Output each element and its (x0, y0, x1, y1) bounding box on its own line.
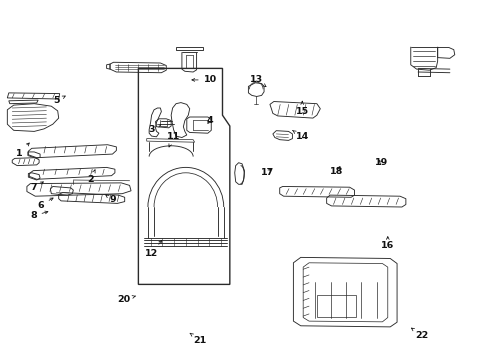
Text: 4: 4 (206, 116, 213, 125)
Text: 10: 10 (191, 76, 216, 85)
Text: 1: 1 (16, 143, 29, 158)
Text: 18: 18 (329, 166, 343, 175)
Text: 22: 22 (410, 328, 428, 340)
Text: 7: 7 (30, 182, 43, 192)
Text: 20: 20 (117, 295, 136, 304)
Text: 21: 21 (190, 333, 206, 345)
Text: 17: 17 (261, 168, 274, 177)
Text: 5: 5 (53, 96, 65, 105)
Text: 9: 9 (105, 195, 116, 204)
Text: 2: 2 (87, 170, 95, 184)
Text: 3: 3 (148, 125, 160, 134)
Text: 16: 16 (380, 237, 394, 250)
Text: 15: 15 (295, 102, 308, 116)
Text: 14: 14 (292, 131, 308, 141)
Text: 19: 19 (374, 158, 387, 167)
Bar (316, 295, 355, 317)
Text: 12: 12 (144, 240, 162, 258)
Text: 11: 11 (166, 132, 180, 147)
Text: 8: 8 (30, 211, 48, 220)
Text: 6: 6 (37, 198, 53, 210)
Text: 13: 13 (250, 75, 265, 87)
